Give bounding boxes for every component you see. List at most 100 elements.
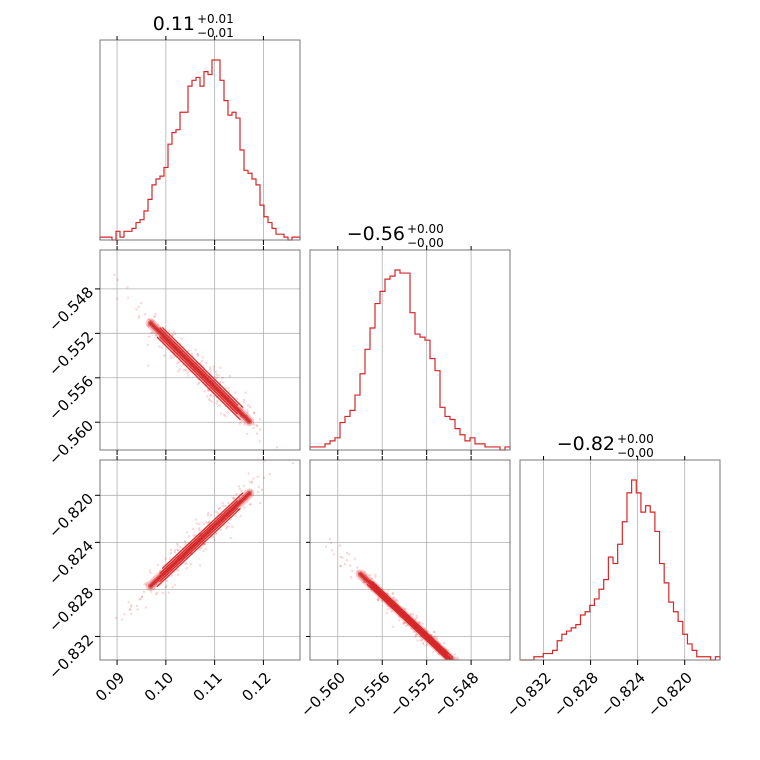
- sample-point: [218, 404, 221, 408]
- sample-point: [191, 527, 195, 531]
- sample-point: [198, 528, 201, 532]
- sample-point: [328, 537, 332, 541]
- sample-point: [229, 536, 232, 540]
- sample-point: [391, 625, 395, 628]
- sample-point: [457, 657, 460, 660]
- sample-point: [216, 399, 219, 403]
- sample-point: [386, 608, 390, 611]
- sample-point: [167, 330, 171, 333]
- scatter-panel-2-1: [306, 456, 511, 673]
- sample-point: [341, 556, 344, 559]
- sample-point: [205, 361, 208, 365]
- sample-point: [418, 621, 422, 624]
- x-tick-label-2-2: −0.824: [597, 669, 649, 721]
- sample-point: [223, 413, 226, 417]
- sample-point: [207, 520, 210, 524]
- sample-point: [206, 513, 210, 517]
- contour-line-2-0-3: [156, 500, 241, 580]
- sample-point: [260, 488, 264, 491]
- x-tick-label-2-0: −0.832: [503, 669, 555, 721]
- sample-point: [153, 587, 156, 591]
- sample-point: [345, 559, 349, 562]
- sample-point: [410, 612, 413, 615]
- sample-point: [421, 622, 424, 626]
- sample-point: [376, 598, 379, 601]
- sample-point: [243, 506, 246, 509]
- sample-point: [458, 668, 460, 670]
- sample-point: [165, 579, 169, 583]
- sample-point: [176, 549, 179, 552]
- sample-point: [249, 503, 252, 506]
- sample-point: [256, 490, 260, 494]
- sample-point: [257, 485, 260, 488]
- sample-point: [209, 370, 212, 373]
- sample-point: [414, 618, 417, 621]
- x-tick-label-0-0: 0.09: [92, 669, 128, 705]
- x-tick-label-1-3: −0.548: [430, 669, 482, 721]
- sample-point: [189, 562, 193, 566]
- sample-point: [214, 370, 217, 374]
- sample-point: [244, 391, 247, 394]
- sample-point: [218, 506, 222, 510]
- sample-point: [455, 664, 457, 666]
- x-tick-label-2-1: −0.828: [550, 669, 602, 721]
- sample-point: [148, 569, 151, 572]
- sample-point: [139, 302, 143, 305]
- sample-point: [130, 604, 133, 607]
- sample-point: [234, 391, 237, 394]
- sample-point: [275, 446, 279, 449]
- sample-point: [176, 361, 179, 364]
- sample-point: [415, 616, 418, 620]
- sample-point: [453, 671, 455, 673]
- sample-point: [206, 389, 210, 392]
- sample-point: [386, 589, 390, 592]
- x-tick-label-1-1: −0.556: [342, 669, 394, 721]
- sample-point: [417, 620, 421, 624]
- contour-line-2-1-1: [369, 584, 448, 660]
- sample-point: [435, 638, 439, 641]
- x-tick-label-1-2: −0.552: [386, 669, 438, 721]
- sample-point: [271, 452, 273, 454]
- sample-point: [204, 547, 208, 550]
- sample-point: [437, 652, 440, 656]
- sample-point: [391, 592, 394, 596]
- sample-point: [291, 461, 295, 465]
- scatter-panel-1-0: [95, 246, 301, 455]
- sample-point: [152, 315, 156, 319]
- panel-frame-0-0: [99, 39, 301, 241]
- x-tick-label-0-1: 0.10: [141, 669, 177, 705]
- sample-point: [412, 630, 416, 633]
- sample-point: [204, 521, 208, 524]
- sample-point: [226, 411, 229, 414]
- sample-point: [137, 316, 140, 320]
- sample-point: [232, 497, 235, 500]
- sample-point: [158, 569, 162, 573]
- sample-point: [174, 332, 177, 336]
- sample-point: [464, 668, 466, 670]
- sample-point: [185, 567, 188, 570]
- sample-point: [138, 598, 141, 601]
- sample-point: [213, 538, 216, 542]
- sample-point: [127, 601, 130, 604]
- sample-point: [219, 528, 222, 532]
- sample-point: [446, 649, 450, 652]
- sample-point: [212, 365, 216, 368]
- sample-point: [415, 633, 418, 637]
- histogram-step-2: [520, 479, 721, 661]
- contour-line-2-0-0: [156, 508, 241, 588]
- panel-frame-1-1: [309, 249, 511, 451]
- sample-point: [238, 422, 242, 425]
- sample-point: [452, 662, 454, 664]
- sample-point: [212, 368, 215, 371]
- sample-point: [453, 653, 457, 656]
- sample-point: [356, 566, 359, 569]
- sample-point: [187, 374, 190, 377]
- density-contour-2-0-2: [149, 491, 251, 588]
- sample-point: [200, 547, 203, 550]
- sample-point: [252, 426, 255, 430]
- sample-point: [444, 664, 446, 666]
- sample-point: [457, 671, 459, 673]
- sample-point: [216, 512, 220, 515]
- sample-point: [206, 511, 210, 515]
